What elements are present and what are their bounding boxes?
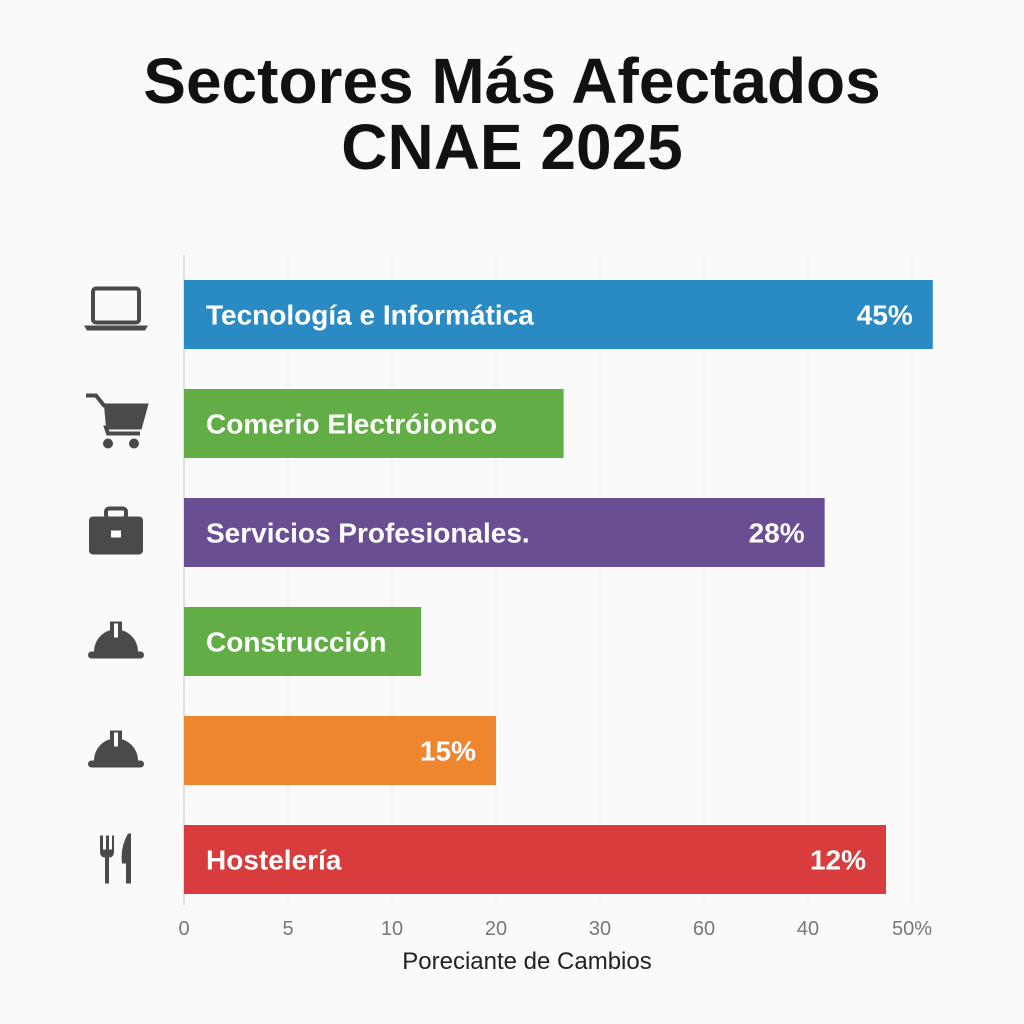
bar [184, 607, 422, 676]
bar-category-label: Tecnología e Informática [206, 300, 534, 331]
x-tick-label: 50% [892, 918, 932, 940]
bar-category-label: Comerio Electróionco [206, 409, 497, 440]
x-axis-label: Poreciante de Cambios [402, 948, 652, 975]
hard-hat-icon [88, 621, 144, 659]
x-tick-label: 40 [797, 918, 819, 940]
bar-value-label: 12% [810, 845, 866, 876]
x-tick-label: 20 [485, 918, 507, 940]
briefcase-icon [89, 506, 143, 555]
x-tick-label: 0 [178, 918, 189, 940]
bar-category-label: Construcción [206, 627, 386, 658]
chart-title-line-1: Sectores Más Afectados [143, 45, 881, 117]
laptop-icon [84, 286, 148, 331]
bar-value-label: 28% [749, 518, 805, 549]
x-tick-label: 60 [693, 918, 715, 940]
bar [184, 280, 933, 349]
x-tick-label: 5 [282, 918, 293, 940]
bar-value-label: 15% [420, 736, 476, 767]
bar [184, 498, 825, 567]
fork-knife-icon [100, 833, 131, 884]
bar-value-label: 45% [857, 300, 913, 331]
x-tick-label: 10 [381, 918, 403, 940]
shopping-cart-icon [86, 393, 149, 449]
bar-category-label: Hostelería [206, 845, 342, 876]
hard-hat-icon [88, 730, 144, 768]
bar [184, 716, 496, 785]
chart-title-line-2: CNAE 2025 [341, 111, 683, 183]
bar-category-label: Servicios Profesionales. [206, 518, 530, 549]
bar [184, 825, 886, 894]
bar [184, 389, 564, 458]
chart-title: Sectores Más Afectados CNAE 2025 [0, 48, 1024, 180]
x-tick-label: 30 [589, 918, 611, 940]
